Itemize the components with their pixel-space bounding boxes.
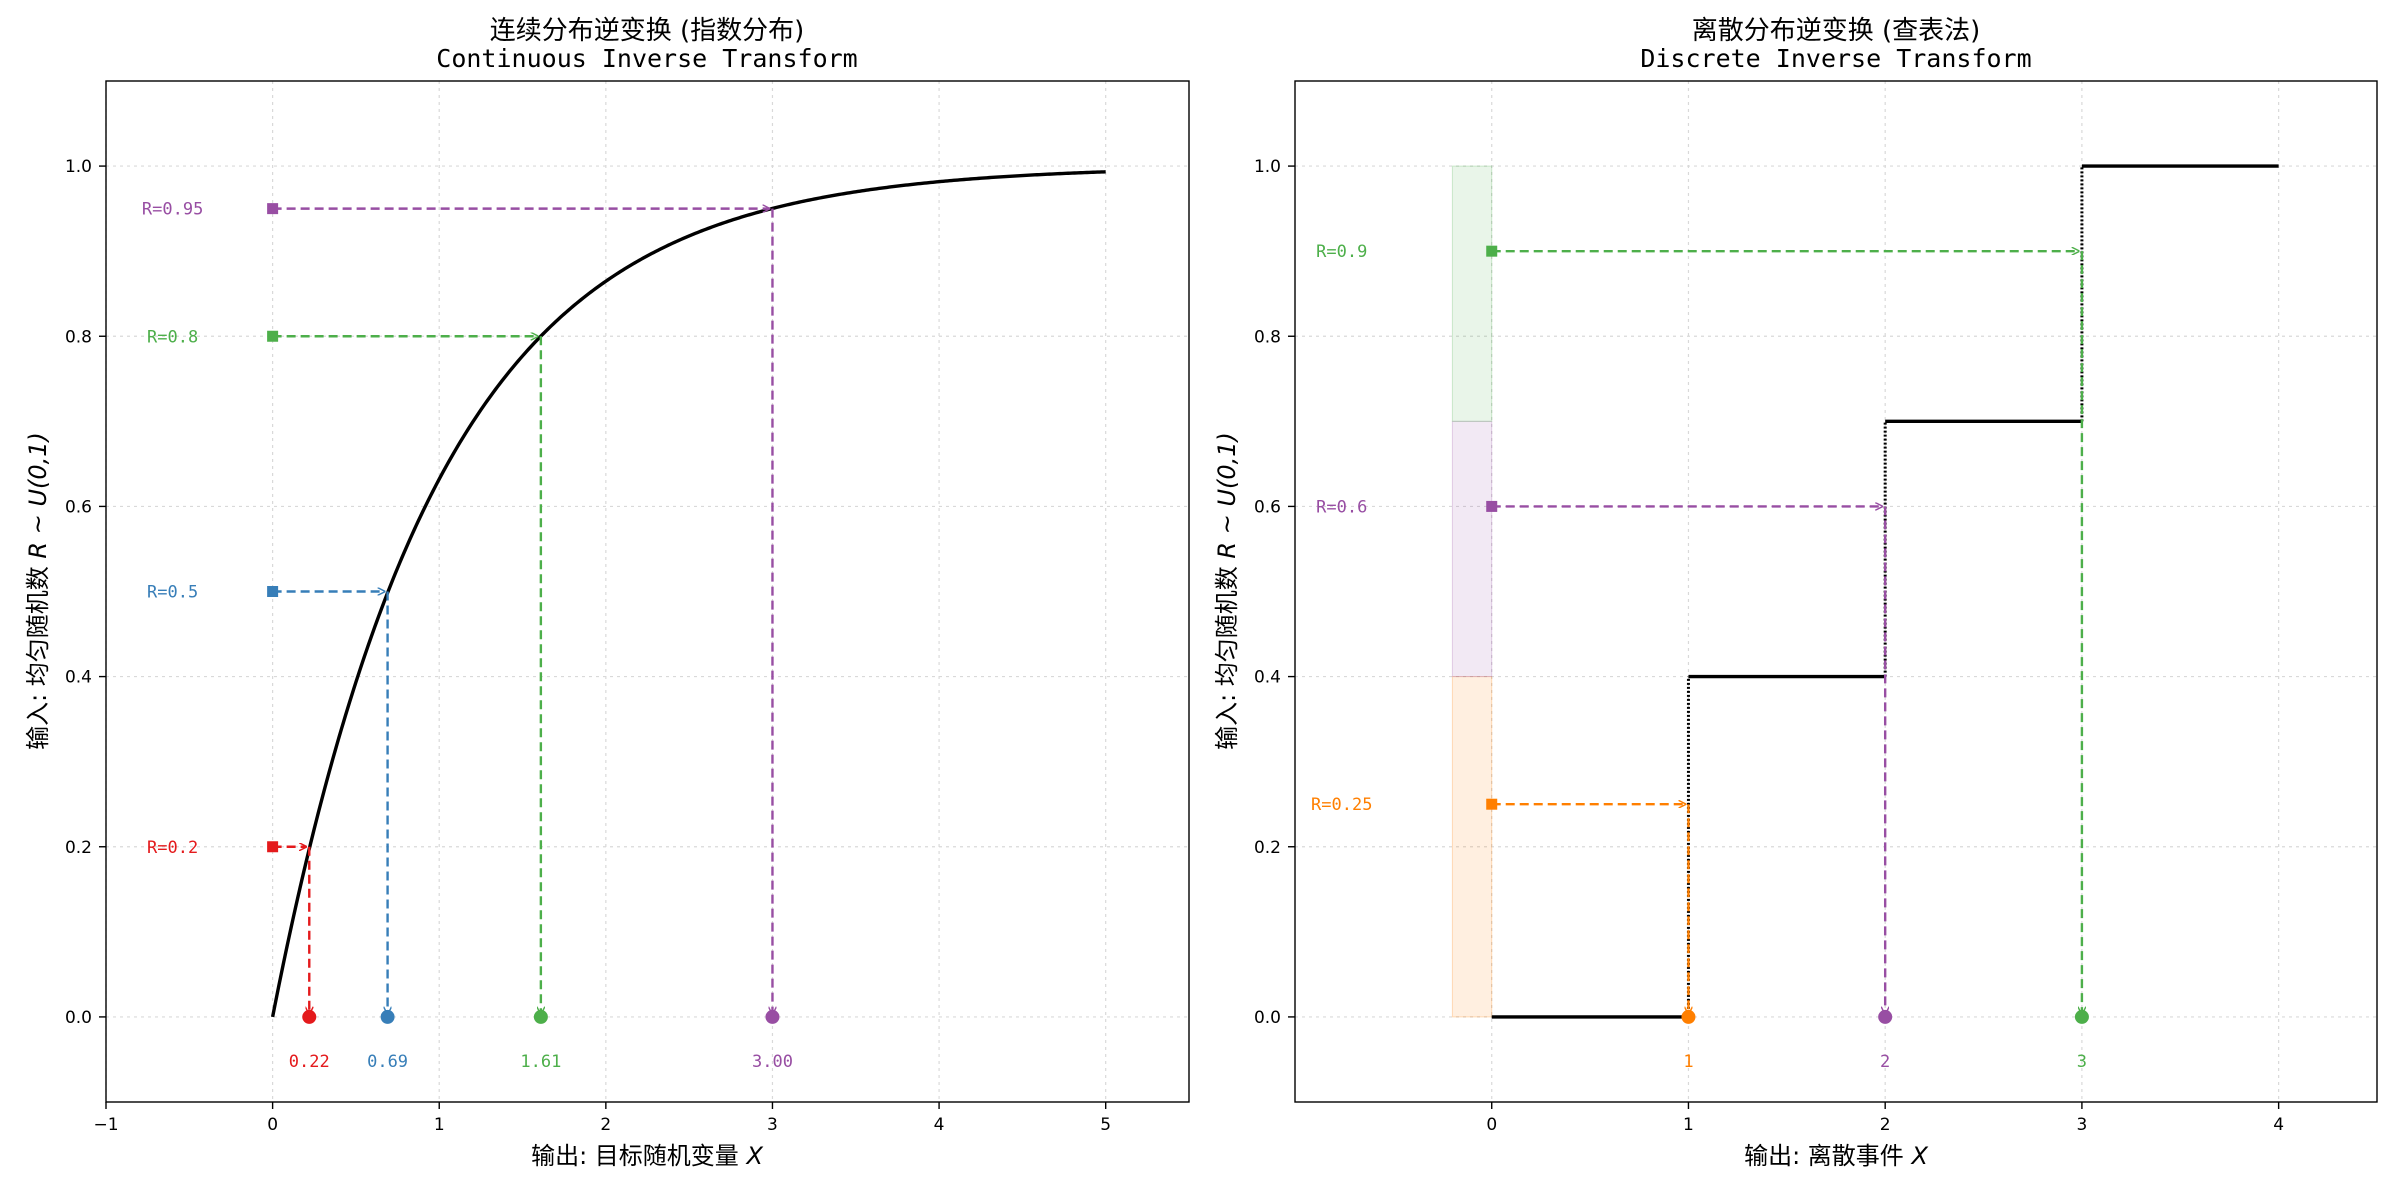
x-tick-label: 2 [600, 1115, 611, 1135]
x-tick-label: 1 [1683, 1115, 1694, 1135]
r-value-label: R=0.9 [1316, 242, 1367, 262]
x-value-label: 3 [2077, 1052, 2087, 1072]
output-dot-marker [765, 1009, 780, 1024]
y-tick-label: 0.6 [1254, 497, 1281, 517]
left-ticks: −1 0 1 2 3 4 5 0.0 0.2 0.4 0.6 0.8 1.0 [65, 157, 1111, 1135]
r-value-label: R=0.25 [1311, 795, 1372, 815]
output-dot-marker [2074, 1009, 2089, 1024]
output-dot-marker [533, 1009, 548, 1024]
output-dot-marker [1878, 1009, 1893, 1024]
left-x-axis-label: 输出: 目标随机变量 X [531, 1142, 763, 1170]
r-value-label: R=0.2 [147, 838, 198, 858]
output-dot-marker [380, 1009, 395, 1024]
input-square-marker [1486, 245, 1498, 257]
x-tick-label: 0 [1486, 1115, 1497, 1135]
input-square-marker [267, 586, 279, 597]
y-tick-label: 0.8 [1254, 327, 1281, 347]
x-tick-label: 4 [2273, 1115, 2284, 1135]
r-value-label: R=0.8 [147, 327, 198, 347]
input-square-marker [267, 330, 279, 342]
x-value-label: 2 [1880, 1052, 1890, 1072]
left-plot-area: R=0.2 0.22 R=0.5 0.69 R=0.8 1.61 R=0.95 3.00 [142, 170, 1106, 1072]
x-tick-label: 2 [1880, 1115, 1891, 1135]
x-value-label: 1.61 [520, 1052, 561, 1072]
x-tick-label: 3 [767, 1115, 778, 1135]
probability-band [1451, 676, 1493, 1018]
sample-mapping: R=0.6 2 [1316, 497, 1893, 1072]
sample-mapping: R=0.8 1.61 [147, 327, 561, 1072]
x-tick-label: 4 [934, 1115, 945, 1135]
right-title: 离散分布逆变换 (查表法) [1692, 16, 1981, 46]
sample-mapping: R=0.5 0.69 [147, 583, 408, 1072]
cdf-curve [270, 170, 1106, 1018]
right-axes-frame [1294, 80, 2378, 1103]
y-tick-label: 0.8 [65, 327, 92, 347]
probability-band [1451, 420, 1493, 678]
x-value-label: 0.22 [289, 1052, 330, 1072]
y-tick-label: 0.4 [65, 668, 92, 688]
sample-mapping: R=0.25 1 [1311, 795, 1696, 1072]
input-square-marker [267, 841, 279, 853]
sample-mapping: R=0.2 0.22 [147, 838, 330, 1072]
x-value-label: 1 [1683, 1052, 1693, 1072]
left-title: 连续分布逆变换 (指数分布) [490, 16, 805, 46]
x-value-label: 3.00 [752, 1052, 793, 1072]
x-tick-label: 1 [434, 1115, 445, 1135]
y-tick-label: 1.0 [1254, 157, 1281, 177]
input-square-marker [267, 203, 279, 215]
output-dot-marker [302, 1009, 317, 1024]
continuous-panel: 连续分布逆变换 (指数分布) Continuous Inverse Transf… [24, 16, 1190, 1170]
left-grid [105, 81, 1189, 1102]
y-tick-label: 0.2 [1254, 838, 1281, 858]
y-tick-label: 0.0 [1254, 1008, 1281, 1028]
probability-band [1451, 165, 1493, 422]
x-tick-label: 0 [267, 1115, 278, 1135]
x-tick-label: 5 [1100, 1115, 1111, 1135]
x-tick-label: −1 [93, 1115, 118, 1135]
y-tick-label: 0.4 [1254, 668, 1281, 688]
discrete-panel: 离散分布逆变换 (查表法) Discrete Inverse Transform… [1213, 16, 2378, 1170]
left-subtitle: Continuous Inverse Transform [436, 44, 857, 73]
y-tick-label: 0.2 [65, 838, 92, 858]
r-value-label: R=0.5 [147, 583, 198, 603]
sample-mapping: R=0.95 3.00 [142, 200, 793, 1072]
sample-mapping: R=0.9 3 [1316, 242, 2089, 1072]
output-dot-marker [1681, 1009, 1696, 1024]
right-subtitle: Discrete Inverse Transform [1640, 44, 2031, 73]
right-x-axis-label: 输出: 离散事件 X [1744, 1142, 1928, 1170]
input-square-marker [1486, 500, 1498, 512]
x-tick-label: 3 [2076, 1115, 2087, 1135]
step-cdf-line [1491, 164, 2279, 1019]
right-y-axis-label: 输入: 均匀随机数 R ~ U(0,1) [1213, 432, 1241, 750]
y-tick-label: 1.0 [65, 157, 92, 177]
x-value-label: 0.69 [367, 1052, 408, 1072]
y-tick-label: 0.6 [65, 497, 92, 517]
r-value-label: R=0.95 [142, 200, 203, 220]
right-plot-area: R=0.25 1 R=0.6 2 R=0.9 3 [1311, 164, 2279, 1072]
input-square-marker [1486, 798, 1498, 810]
right-ticks: 0 1 2 3 4 0.0 0.2 0.4 0.6 0.8 1.0 [1254, 157, 2284, 1135]
left-axes-frame [105, 80, 1190, 1103]
y-tick-label: 0.0 [65, 1008, 92, 1028]
left-y-axis-label: 输入: 均匀随机数 R ~ U(0,1) [24, 432, 52, 750]
r-value-label: R=0.6 [1316, 497, 1367, 517]
